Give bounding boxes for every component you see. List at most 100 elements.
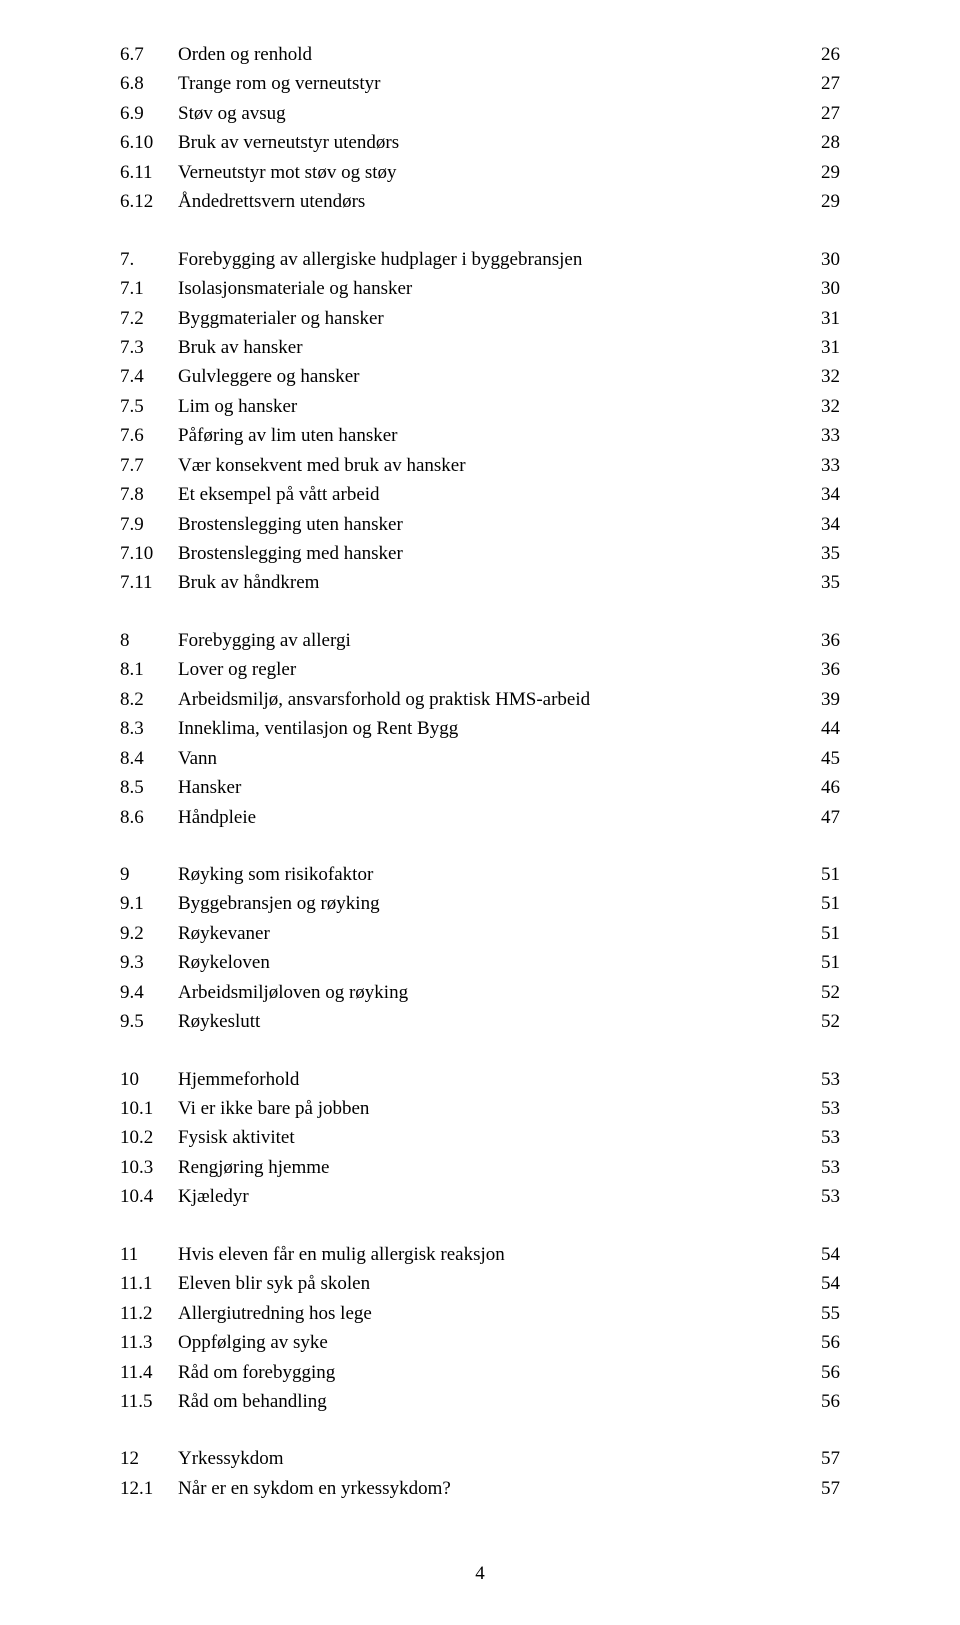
toc-row: 7.9Brostenslegging uten hansker34 [120, 510, 840, 539]
toc-entry-page: 57 [800, 1444, 840, 1473]
toc-entry-page: 35 [800, 568, 840, 597]
toc-entry-page: 30 [800, 245, 840, 274]
toc-entry-page: 31 [800, 333, 840, 362]
toc-row: 7.1Isolasjonsmateriale og hansker30 [120, 274, 840, 303]
toc-entry-page: 54 [800, 1240, 840, 1269]
toc-entry-number: 7.4 [120, 362, 178, 391]
toc-row: 6.9Støv og avsug27 [120, 99, 840, 128]
toc-entry-number: 8.4 [120, 744, 178, 773]
toc-entry-title: Vi er ikke bare på jobben [178, 1094, 800, 1123]
toc-entry-page: 35 [800, 539, 840, 568]
toc-entry-page: 51 [800, 860, 840, 889]
toc-row: 7.10Brostenslegging med hansker35 [120, 539, 840, 568]
toc-entry-number: 11 [120, 1240, 178, 1269]
toc-entry-title: Arbeidsmiljø, ansvarsforhold og praktisk… [178, 685, 800, 714]
toc-entry-page: 56 [800, 1328, 840, 1357]
toc-entry-page: 44 [800, 714, 840, 743]
toc-entry-title: Byggebransjen og røyking [178, 889, 800, 918]
toc-entry-number: 9.1 [120, 889, 178, 918]
toc-entry-number: 11.4 [120, 1358, 178, 1387]
toc-row: 7.2Byggmaterialer og hansker31 [120, 304, 840, 333]
toc-entry-title: Røykeslutt [178, 1007, 800, 1036]
toc-entry-number: 8.2 [120, 685, 178, 714]
toc-row: 10.2Fysisk aktivitet53 [120, 1123, 840, 1152]
toc-entry-page: 53 [800, 1153, 840, 1182]
toc-entry-number: 6.12 [120, 187, 178, 216]
toc-entry-title: Eleven blir syk på skolen [178, 1269, 800, 1298]
toc-entry-number: 7.3 [120, 333, 178, 362]
toc-entry-page: 26 [800, 40, 840, 69]
toc-entry-title: Yrkessykdom [178, 1444, 800, 1473]
toc-entry-title: Vær konsekvent med bruk av hansker [178, 451, 800, 480]
toc-row: 9.3Røykeloven51 [120, 948, 840, 977]
toc-entry-title: Hjemmeforhold [178, 1065, 800, 1094]
toc-row: 7.6Påføring av lim uten hansker33 [120, 421, 840, 450]
toc-entry-page: 52 [800, 978, 840, 1007]
toc-entry-page: 27 [800, 69, 840, 98]
toc-entry-number: 11.1 [120, 1269, 178, 1298]
toc-entry-page: 51 [800, 948, 840, 977]
toc-row: 8.4Vann45 [120, 744, 840, 773]
toc-entry-number: 8.5 [120, 773, 178, 802]
toc-entry-number: 7.1 [120, 274, 178, 303]
toc-entry-page: 53 [800, 1182, 840, 1211]
toc-entry-title: Forebygging av allergiske hudplager i by… [178, 245, 800, 274]
toc-entry-page: 30 [800, 274, 840, 303]
toc-entry-page: 33 [800, 421, 840, 450]
toc-entry-page: 52 [800, 1007, 840, 1036]
toc-entry-page: 56 [800, 1358, 840, 1387]
toc-entry-number: 9.2 [120, 919, 178, 948]
toc-entry-number: 10.4 [120, 1182, 178, 1211]
toc-entry-page: 53 [800, 1094, 840, 1123]
toc-row: 6.8Trange rom og verneutstyr27 [120, 69, 840, 98]
toc-entry-title: Verneutstyr mot støv og støy [178, 158, 800, 187]
toc-entry-title: Støv og avsug [178, 99, 800, 128]
toc-entry-page: 29 [800, 158, 840, 187]
toc-row: 11.5Råd om behandling56 [120, 1387, 840, 1416]
toc-row: 12Yrkessykdom57 [120, 1444, 840, 1473]
toc-row: 8Forebygging av allergi36 [120, 626, 840, 655]
toc-entry-page: 34 [800, 480, 840, 509]
toc-entry-page: 32 [800, 362, 840, 391]
toc-entry-number: 6.9 [120, 99, 178, 128]
toc-entry-page: 39 [800, 685, 840, 714]
toc-entry-title: Forebygging av allergi [178, 626, 800, 655]
toc-entry-title: Påføring av lim uten hansker [178, 421, 800, 450]
toc-entry-title: Hvis eleven får en mulig allergisk reaks… [178, 1240, 800, 1269]
toc-row: 11.1Eleven blir syk på skolen54 [120, 1269, 840, 1298]
toc-entry-number: 7.6 [120, 421, 178, 450]
toc-entry-title: Bruk av håndkrem [178, 568, 800, 597]
toc-entry-number: 7.9 [120, 510, 178, 539]
toc-row: 6.12Åndedrettsvern utendørs29 [120, 187, 840, 216]
toc-entry-title: Råd om forebygging [178, 1358, 800, 1387]
toc-entry-number: 10.1 [120, 1094, 178, 1123]
toc-entry-number: 9.4 [120, 978, 178, 1007]
toc-entry-title: Bruk av verneutstyr utendørs [178, 128, 800, 157]
toc-entry-title: Rengjøring hjemme [178, 1153, 800, 1182]
toc-row: 12.1Når er en sykdom en yrkessykdom?57 [120, 1474, 840, 1503]
toc-entry-title: Røykeloven [178, 948, 800, 977]
toc-entry-number: 7.5 [120, 392, 178, 421]
toc-entry-page: 56 [800, 1387, 840, 1416]
toc-row: 7.7Vær konsekvent med bruk av hansker33 [120, 451, 840, 480]
toc-entry-number: 11.5 [120, 1387, 178, 1416]
toc-row: 9Røyking som risikofaktor51 [120, 860, 840, 889]
toc-entry-page: 51 [800, 919, 840, 948]
toc-row: 10.3Rengjøring hjemme53 [120, 1153, 840, 1182]
toc-entry-title: Råd om behandling [178, 1387, 800, 1416]
toc-entry-page: 34 [800, 510, 840, 539]
toc-entry-page: 54 [800, 1269, 840, 1298]
toc-entry-title: Isolasjonsmateriale og hansker [178, 274, 800, 303]
toc-entry-page: 55 [800, 1299, 840, 1328]
toc-entry-number: 11.2 [120, 1299, 178, 1328]
toc-entry-number: 8.1 [120, 655, 178, 684]
toc-entry-number: 10.3 [120, 1153, 178, 1182]
toc-entry-number: 6.10 [120, 128, 178, 157]
toc-entry-number: 10.2 [120, 1123, 178, 1152]
toc-entry-title: Fysisk aktivitet [178, 1123, 800, 1152]
toc-entry-number: 10 [120, 1065, 178, 1094]
toc-row: 11.4Råd om forebygging56 [120, 1358, 840, 1387]
toc-entry-number: 12 [120, 1444, 178, 1473]
toc-entry-title: Røyking som risikofaktor [178, 860, 800, 889]
toc-entry-number: 6.8 [120, 69, 178, 98]
